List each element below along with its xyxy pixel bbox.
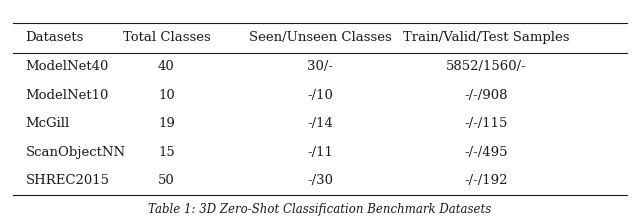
Text: 15: 15	[158, 146, 175, 159]
Text: -/30: -/30	[307, 174, 333, 187]
Text: Datasets: Datasets	[26, 31, 84, 44]
Text: -/-/495: -/-/495	[465, 146, 508, 159]
Text: Table 1: 3D Zero-Shot Classification Benchmark Datasets: Table 1: 3D Zero-Shot Classification Ben…	[148, 202, 492, 216]
Text: Total Classes: Total Classes	[122, 31, 211, 44]
Text: 5852/1560/-: 5852/1560/-	[446, 61, 527, 73]
Text: 40: 40	[158, 61, 175, 73]
Text: 10: 10	[158, 89, 175, 102]
Text: ModelNet40: ModelNet40	[26, 61, 109, 73]
Text: 19: 19	[158, 117, 175, 130]
Text: -/-/192: -/-/192	[465, 174, 508, 187]
Text: -/11: -/11	[307, 146, 333, 159]
Text: -/-/908: -/-/908	[465, 89, 508, 102]
Text: McGill: McGill	[26, 117, 70, 130]
Text: Train/Valid/Test Samples: Train/Valid/Test Samples	[403, 31, 570, 44]
Text: ModelNet10: ModelNet10	[26, 89, 109, 102]
Text: SHREC2015: SHREC2015	[26, 174, 109, 187]
Text: -/14: -/14	[307, 117, 333, 130]
Text: -/-/115: -/-/115	[465, 117, 508, 130]
Text: Seen/Unseen Classes: Seen/Unseen Classes	[248, 31, 392, 44]
Text: ScanObjectNN: ScanObjectNN	[26, 146, 125, 159]
Text: -/10: -/10	[307, 89, 333, 102]
Text: 50: 50	[158, 174, 175, 187]
Text: 30/-: 30/-	[307, 61, 333, 73]
